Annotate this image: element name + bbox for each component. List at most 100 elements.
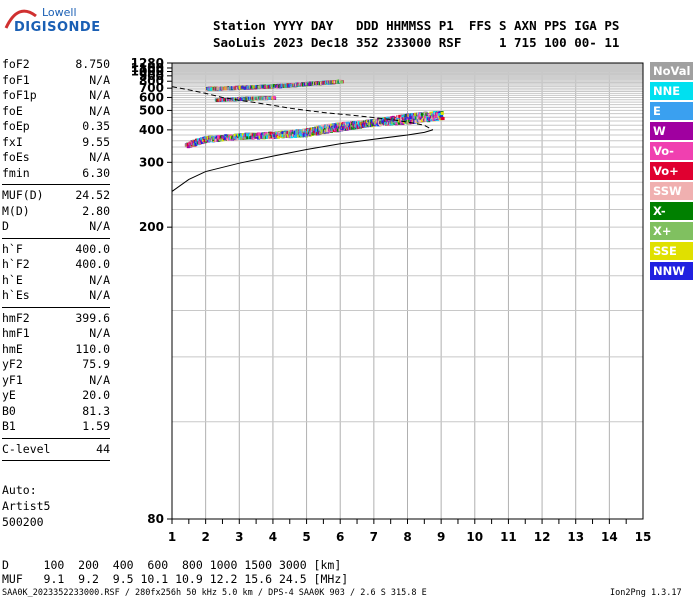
param-row: yF1 N/A [2,373,110,389]
muf-row: MUF 9.1 9.2 9.5 10.1 10.9 12.2 15.6 24.5… [2,572,349,586]
param-value: N/A [89,372,110,387]
param-row: foF2 8.750 [2,57,110,73]
param-value: 2.80 [82,203,110,218]
param-divider [2,237,110,239]
echo-point [240,136,244,140]
auto-scaling-info: Auto: Artist5 500200 [2,482,50,530]
x-tick-label: 2 [201,530,209,544]
echo-point [336,128,340,132]
param-row: M(D) 2.80 [2,204,110,220]
param-value: 110.0 [75,341,110,356]
echo-point [200,141,204,145]
y-tick-label: 800 [139,74,164,88]
param-row: h`E N/A [2,273,110,289]
echo-point [208,135,212,139]
echo-point [246,133,250,137]
x-tick-label: 9 [437,530,445,544]
echo-point [440,117,444,121]
param-name: D [2,219,9,233]
param-name: B0 [2,403,16,418]
legend-item: Vo- [650,142,693,160]
param-row: C-level 44 [2,442,110,458]
distance-row: D 100 200 400 600 800 1000 1500 3000 [km… [2,558,342,572]
echo-point [256,136,260,140]
param-value: 399.6 [75,310,110,325]
echo-point [340,80,344,84]
echo-point [294,134,298,138]
auto-version: 500200 [2,515,44,529]
param-row: B0 81.3 [2,404,110,420]
legend-item: NNE [650,82,693,100]
param-row: h`Es N/A [2,288,110,304]
x-tick-label: 11 [500,530,517,544]
param-value: N/A [89,72,110,87]
y-tick-label: 1100 [131,61,164,75]
digisonde-arc-icon [4,9,37,29]
legend-item: SSW [650,182,693,200]
param-value: 0.35 [82,119,110,133]
echo-point [198,141,202,145]
footer-file-info: SAA0K_2023352233000.RSF / 280fx256h 50 k… [2,588,427,598]
param-name: hmF1 [2,326,30,340]
echo-point [233,133,237,137]
param-value: N/A [89,103,110,118]
legend-item: X+ [650,222,693,240]
echo-point [409,115,413,119]
legend-item: Vo+ [650,162,693,180]
x-tick-label: 14 [601,530,618,544]
echo-point [286,131,290,135]
param-value: N/A [89,88,110,102]
param-row: h`F2 400.0 [2,257,110,273]
auto-label: Auto: [2,483,37,497]
param-row: foF1p N/A [2,88,110,104]
echo-point [412,117,416,121]
param-value: 20.0 [82,388,110,402]
lowell-digisonde-logo: Lowell DIGISONDE [4,6,124,42]
y-tick-label: 1000 [131,65,164,79]
param-divider [2,306,110,308]
param-row: MUF(D) 24.52 [2,188,110,204]
x-tick-label: 7 [370,530,378,544]
param-name: yE [2,388,16,402]
param-row: h`F 400.0 [2,242,110,258]
echo-point [329,129,333,133]
param-value: 81.3 [82,403,110,418]
echo-point [214,138,218,142]
param-value: N/A [89,150,110,164]
echo-point [283,134,287,138]
echo-point [333,80,337,84]
param-value: 400.0 [75,241,110,256]
y-tick-label: 80 [147,512,164,526]
param-name: yF2 [2,357,23,371]
echo-point [418,119,422,123]
x-tick-label: 1 [168,530,176,544]
echo-point [348,126,352,130]
legend-item: E [650,102,693,120]
echo-point [223,98,227,102]
param-row: D N/A [2,219,110,235]
header-line1: Station YYYY DAY DDD HHMMSS P1 FFS S AXN… [213,18,620,33]
echo-point [310,127,314,131]
param-name: MUF(D) [2,188,44,202]
param-row: B1 1.59 [2,419,110,435]
param-name: yF1 [2,372,23,387]
x-tick-label: 5 [302,530,310,544]
param-row: hmE 110.0 [2,342,110,358]
legend-item: NNW [650,262,693,280]
y-tick-label: 1280 [131,56,164,70]
param-value: 75.9 [82,357,110,371]
param-divider [2,460,110,461]
auto-program: Artist5 [2,499,51,513]
echo-point [268,135,272,139]
param-name: hmF2 [2,310,30,325]
logo-line2: DIGISONDE [14,20,101,35]
param-name: C-level [2,441,51,456]
x-tick-label: 12 [534,530,551,544]
legend-item: SSE [650,242,693,260]
param-divider [2,437,110,439]
plot-frame [171,62,644,520]
echo-point [414,120,418,124]
param-name: foF2 [2,57,30,71]
